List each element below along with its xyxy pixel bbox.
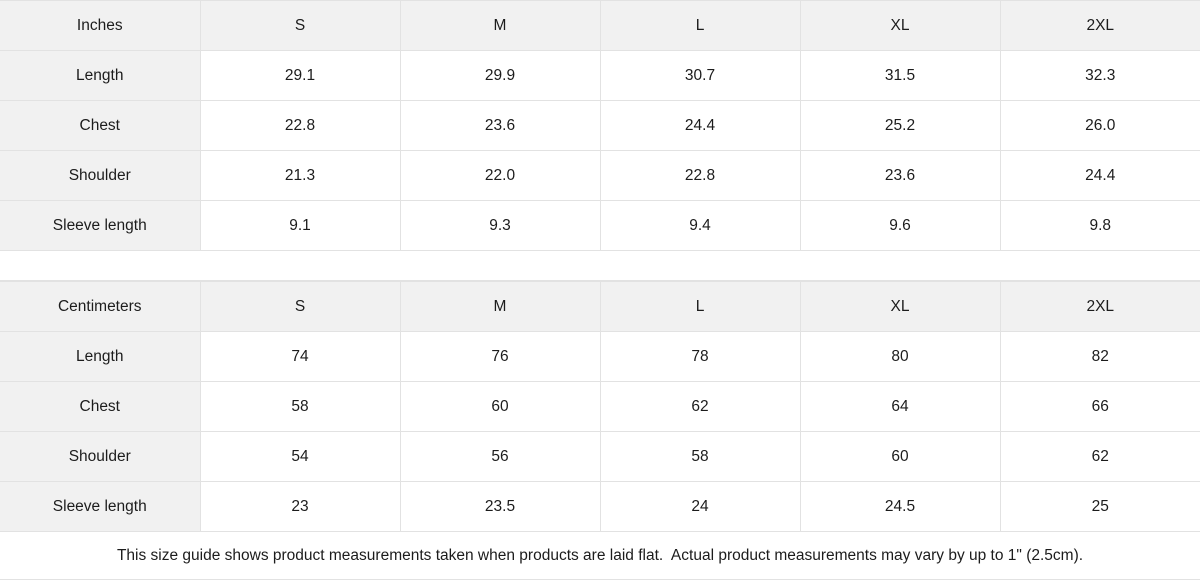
- size-guide-disclaimer: This size guide shows product measuremen…: [0, 532, 1200, 580]
- size-header-xl: XL: [800, 281, 1001, 332]
- row-label-chest: Chest: [0, 381, 201, 432]
- cell-length-2xl: 82: [1000, 331, 1200, 382]
- row-label-sleeve-length: Sleeve length: [0, 200, 201, 251]
- row-label-length: Length: [0, 331, 201, 382]
- size-table-inches-head: Inches S M L XL 2XL: [0, 0, 1200, 51]
- cell-length-m: 29.9: [400, 50, 601, 101]
- table-row: Length 29.1 29.9 30.7 31.5 32.3: [0, 50, 1200, 101]
- cell-chest-m: 23.6: [400, 100, 601, 151]
- table-row: Chest 22.8 23.6 24.4 25.2 26.0: [0, 100, 1200, 151]
- cell-chest-l: 62: [600, 381, 801, 432]
- cell-chest-xl: 64: [800, 381, 1001, 432]
- cell-sleeve-length-xl: 24.5: [800, 481, 1001, 532]
- cell-length-l: 78: [600, 331, 801, 382]
- cell-shoulder-2xl: 62: [1000, 431, 1200, 482]
- size-table-inches-body: Length 29.1 29.9 30.7 31.5 32.3 Chest 22…: [0, 50, 1200, 251]
- unit-label-centimeters: Centimeters: [0, 281, 201, 332]
- cell-sleeve-length-m: 9.3: [400, 200, 601, 251]
- table-row: Length 74 76 78 80 82: [0, 331, 1200, 382]
- cell-shoulder-xl: 60: [800, 431, 1001, 482]
- cell-shoulder-2xl: 24.4: [1000, 150, 1200, 201]
- cell-sleeve-length-s: 23: [200, 481, 401, 532]
- cell-length-xl: 31.5: [800, 50, 1001, 101]
- size-header-2xl: 2XL: [1000, 281, 1200, 332]
- cell-sleeve-length-m: 23.5: [400, 481, 601, 532]
- cell-length-l: 30.7: [600, 50, 801, 101]
- size-header-xl: XL: [800, 0, 1001, 51]
- cell-shoulder-m: 22.0: [400, 150, 601, 201]
- cell-length-m: 76: [400, 331, 601, 382]
- table-row: Sleeve length 23 23.5 24 24.5 25: [0, 481, 1200, 532]
- cell-sleeve-length-2xl: 9.8: [1000, 200, 1200, 251]
- cell-chest-s: 22.8: [200, 100, 401, 151]
- cell-chest-2xl: 26.0: [1000, 100, 1200, 151]
- row-label-shoulder: Shoulder: [0, 150, 201, 201]
- cell-shoulder-s: 21.3: [200, 150, 401, 201]
- size-table-centimeters-head: Centimeters S M L XL 2XL: [0, 281, 1200, 332]
- unit-label-inches: Inches: [0, 0, 201, 51]
- table-row: Chest 58 60 62 64 66: [0, 381, 1200, 432]
- size-header-s: S: [200, 281, 401, 332]
- size-header-s: S: [200, 0, 401, 51]
- cell-length-2xl: 32.3: [1000, 50, 1200, 101]
- cell-shoulder-s: 54: [200, 431, 401, 482]
- table-row: Shoulder 54 56 58 60 62: [0, 431, 1200, 482]
- row-label-chest: Chest: [0, 100, 201, 151]
- cell-sleeve-length-l: 9.4: [600, 200, 801, 251]
- cell-chest-m: 60: [400, 381, 601, 432]
- table-header-row: Inches S M L XL 2XL: [0, 0, 1200, 51]
- size-header-l: L: [600, 281, 801, 332]
- size-table-centimeters: Centimeters S M L XL 2XL Length 74 76 78…: [0, 281, 1200, 532]
- size-header-2xl: 2XL: [1000, 0, 1200, 51]
- size-table-centimeters-body: Length 74 76 78 80 82 Chest 58 60 62 64 …: [0, 331, 1200, 532]
- size-header-l: L: [600, 0, 801, 51]
- row-label-length: Length: [0, 50, 201, 101]
- size-header-m: M: [400, 0, 601, 51]
- size-table-inches: Inches S M L XL 2XL Length 29.1 29.9 30.…: [0, 0, 1200, 251]
- table-spacer: [0, 251, 1200, 281]
- cell-chest-s: 58: [200, 381, 401, 432]
- cell-shoulder-xl: 23.6: [800, 150, 1001, 201]
- cell-chest-xl: 25.2: [800, 100, 1001, 151]
- cell-chest-2xl: 66: [1000, 381, 1200, 432]
- cell-shoulder-l: 22.8: [600, 150, 801, 201]
- table-header-row: Centimeters S M L XL 2XL: [0, 281, 1200, 332]
- cell-sleeve-length-xl: 9.6: [800, 200, 1001, 251]
- cell-shoulder-m: 56: [400, 431, 601, 482]
- cell-length-s: 74: [200, 331, 401, 382]
- table-row: Shoulder 21.3 22.0 22.8 23.6 24.4: [0, 150, 1200, 201]
- cell-sleeve-length-l: 24: [600, 481, 801, 532]
- cell-length-xl: 80: [800, 331, 1001, 382]
- table-row: Sleeve length 9.1 9.3 9.4 9.6 9.8: [0, 200, 1200, 251]
- cell-shoulder-l: 58: [600, 431, 801, 482]
- size-header-m: M: [400, 281, 601, 332]
- row-label-shoulder: Shoulder: [0, 431, 201, 482]
- cell-sleeve-length-2xl: 25: [1000, 481, 1200, 532]
- row-label-sleeve-length: Sleeve length: [0, 481, 201, 532]
- cell-sleeve-length-s: 9.1: [200, 200, 401, 251]
- cell-length-s: 29.1: [200, 50, 401, 101]
- cell-chest-l: 24.4: [600, 100, 801, 151]
